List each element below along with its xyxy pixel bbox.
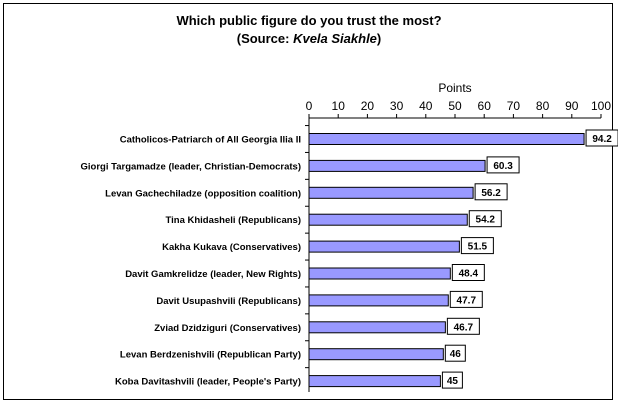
bar — [308, 240, 460, 253]
bars — [308, 133, 585, 388]
data-label: 51.5 — [468, 242, 488, 253]
data-label-box — [486, 156, 520, 174]
bar — [308, 294, 449, 307]
title-source-name: Kvela Siakhle — [293, 31, 377, 46]
x-tick-label: 10 — [332, 99, 346, 113]
data-label-box — [449, 290, 483, 308]
bar — [308, 159, 486, 172]
data-label-box — [444, 344, 466, 362]
category-label: Zviad Dzidziguri (Conservatives) — [154, 323, 301, 334]
bar — [308, 321, 446, 334]
x-tick-label: 80 — [536, 99, 550, 113]
data-label: 54.2 — [476, 215, 496, 226]
data-label: 94.2 — [592, 134, 612, 145]
title-source-prefix: (Source: — [236, 31, 294, 46]
x-axis: 0 10 20 30 40 50 60 70 80 90 100 — [305, 99, 611, 392]
category-labels: Catholicos-Patriarch of All Georgia Ilia… — [81, 135, 302, 388]
data-labels: 94.2 60.3 56.2 54.2 51.5 48.4 47.7 46.7 46 45 — [441, 129, 618, 389]
x-tick-label: 60 — [478, 99, 492, 113]
chart-frame — [3, 3, 613, 400]
bar — [308, 186, 474, 199]
category-label: Levan Berdzenishvili (Republican Party) — [120, 350, 301, 361]
bar — [308, 133, 585, 145]
category-label: Davit Gamkrelidze (leader, New Rights) — [125, 269, 301, 280]
x-tick-label: 50 — [448, 99, 462, 113]
data-label: 60.3 — [493, 161, 513, 172]
bar — [308, 267, 451, 280]
x-tick-label: 0 — [306, 99, 313, 113]
x-tick-label: 70 — [507, 99, 521, 113]
data-label-box — [451, 264, 485, 281]
x-tick-label: 20 — [361, 99, 375, 113]
bar — [308, 348, 444, 361]
data-label-box — [474, 183, 508, 201]
x-tick-label: 100 — [591, 99, 611, 113]
data-label: 48.4 — [459, 269, 479, 280]
data-label-box — [585, 129, 618, 147]
x-tick-label: 30 — [390, 99, 404, 113]
data-label: 56.2 — [481, 188, 501, 199]
category-label: Giorgi Targamadze (leader, Christian-Dem… — [81, 161, 302, 172]
data-label: 46.7 — [454, 322, 474, 333]
category-label: Catholicos-Patriarch of All Georgia Ilia… — [120, 135, 301, 146]
x-axis-label: Points — [438, 81, 471, 95]
category-label: Levan Gachechiladze (opposition coalitio… — [105, 188, 301, 199]
data-label: 45 — [447, 376, 459, 387]
data-label: 47.7 — [457, 295, 477, 306]
category-label: Davit Usupashvili (Republicans) — [156, 296, 301, 307]
chart-title-line1: Which public figure do you trust the mos… — [176, 13, 442, 28]
category-label: Kakha Kukava (Conservatives) — [162, 242, 301, 253]
chart-title-line2: (Source: Kvela Siakhle) — [0, 30, 618, 48]
chart-title: Which public figure do you trust the mos… — [0, 12, 618, 48]
data-label-box — [441, 371, 463, 389]
category-label: Tina Khidasheli (Republicans) — [166, 215, 302, 226]
category-label: Koba Davitashvili (leader, People's Part… — [115, 377, 301, 388]
x-tick-label: 40 — [419, 99, 433, 113]
title-source-suffix: ) — [376, 31, 382, 46]
data-label-box — [446, 317, 480, 335]
bar — [308, 375, 441, 388]
data-label-box — [468, 210, 502, 228]
x-tick-label: 90 — [565, 99, 579, 113]
bar — [308, 213, 468, 226]
data-label-box — [460, 237, 494, 255]
data-label: 46 — [450, 349, 462, 360]
